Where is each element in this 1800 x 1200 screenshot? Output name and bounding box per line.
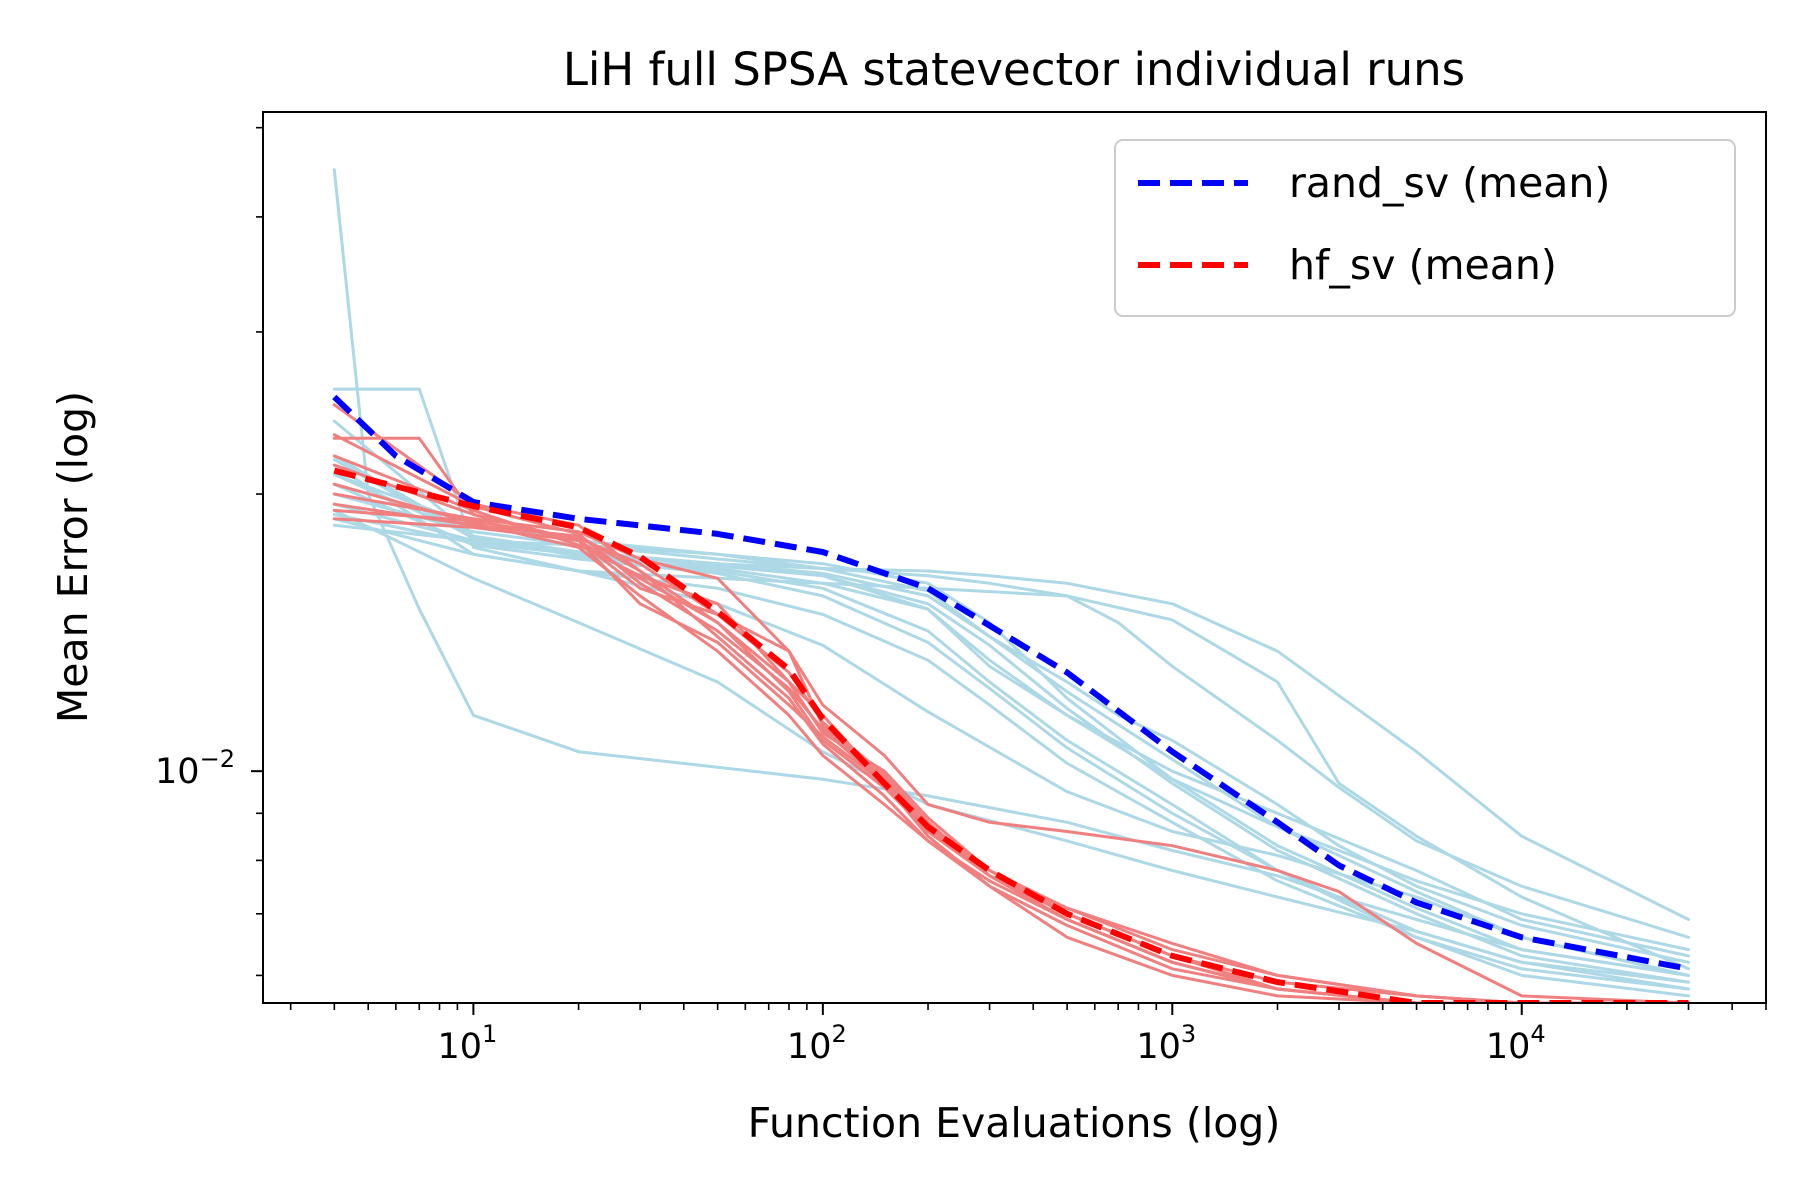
x-tick-label: 101 (437, 1020, 497, 1067)
mean-line-rand-sv-mean (332, 394, 1690, 972)
x-axis-label: Function Evaluations (log) (748, 1099, 1281, 1147)
legend-box (1114, 139, 1736, 317)
legend-label-hf-sv-mean: hf_sv (mean) (1289, 241, 1557, 289)
legend[interactable]: rand_sv (mean) hf_sv (mean) (1114, 139, 1736, 317)
x-axis: 101 102 103 104 (289, 1003, 1767, 1067)
legend-label-rand-sv-mean: rand_sv (mean) (1289, 159, 1610, 207)
run-line-rand-sv-run-1 (332, 168, 1690, 977)
plot-area (262, 111, 1767, 1004)
run-line-rand-sv-run-15 (332, 463, 1690, 977)
x-tick-label: 104 (1486, 1020, 1546, 1067)
y-axis: 10−2 (155, 126, 263, 977)
x-tick-label: 103 (1136, 1020, 1196, 1067)
run-line-hf-sv-run-7 (332, 517, 1690, 1003)
lines-layer (332, 168, 1690, 1003)
mean-line-hf-sv-mean (333, 467, 1689, 1003)
y-tick-label: 10−2 (155, 745, 235, 792)
plot-frame (262, 111, 1767, 1004)
run-line-rand-sv-run-4 (332, 473, 1690, 958)
chart-title: LiH full SPSA statevector individual run… (563, 43, 1465, 96)
run-line-rand-sv-run-14 (332, 458, 1690, 984)
run-line-rand-sv-run-2 (332, 387, 1690, 971)
y-axis-label: Mean Error (log) (49, 391, 97, 723)
x-tick-label: 102 (787, 1020, 847, 1067)
